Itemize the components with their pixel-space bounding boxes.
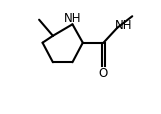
Text: NH: NH [64, 12, 82, 25]
Text: O: O [99, 66, 108, 79]
Text: NH: NH [115, 19, 132, 32]
